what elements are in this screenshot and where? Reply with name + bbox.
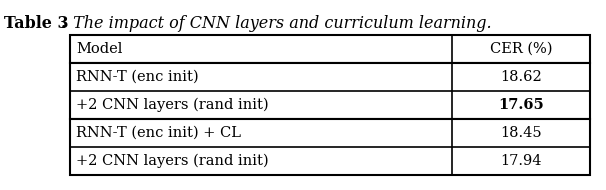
- Bar: [70, 119, 590, 175]
- Text: RNN-T (enc init) + CL: RNN-T (enc init) + CL: [76, 126, 241, 140]
- Text: 17.94: 17.94: [501, 154, 542, 168]
- Text: The impact of CNN layers and curriculum learning.: The impact of CNN layers and curriculum …: [68, 15, 491, 32]
- Text: .: .: [61, 15, 67, 32]
- Text: CER (%): CER (%): [490, 42, 552, 56]
- Bar: [70, 35, 590, 63]
- Text: Table 3: Table 3: [4, 15, 68, 32]
- Text: +2 CNN layers (rand init): +2 CNN layers (rand init): [76, 98, 268, 112]
- Text: RNN-T (enc init): RNN-T (enc init): [76, 70, 199, 84]
- Text: Model: Model: [76, 42, 122, 56]
- Text: 18.62: 18.62: [500, 70, 542, 84]
- Bar: [70, 63, 590, 119]
- Text: 17.65: 17.65: [498, 98, 544, 112]
- Text: 18.45: 18.45: [501, 126, 542, 140]
- Text: +2 CNN layers (rand init): +2 CNN layers (rand init): [76, 154, 268, 168]
